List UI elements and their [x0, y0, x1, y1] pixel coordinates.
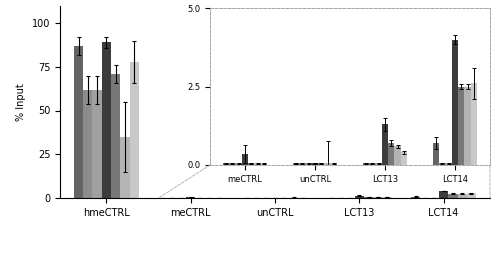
Bar	[331, 163, 337, 165]
Bar	[324, 163, 331, 165]
Bar	[261, 163, 267, 165]
Bar	[92, 89, 102, 198]
Bar	[382, 124, 388, 165]
Bar	[363, 163, 369, 165]
Bar	[458, 87, 464, 165]
Bar	[394, 146, 401, 165]
Bar	[186, 197, 196, 198]
Bar	[376, 163, 382, 165]
Bar	[236, 163, 242, 165]
Bar	[446, 163, 452, 165]
Bar	[401, 152, 407, 165]
Bar	[83, 89, 92, 198]
Bar	[299, 163, 306, 165]
Bar	[254, 163, 261, 165]
Bar	[364, 197, 373, 198]
Bar	[111, 74, 120, 198]
Bar	[433, 143, 440, 165]
Bar	[373, 197, 382, 198]
Bar	[464, 87, 471, 165]
Bar	[458, 194, 467, 198]
Y-axis label: % Input: % Input	[16, 83, 26, 121]
Bar	[439, 191, 448, 198]
Bar	[318, 163, 324, 165]
Bar	[306, 163, 312, 165]
Bar	[448, 194, 458, 198]
Bar	[411, 197, 420, 198]
Bar	[74, 46, 83, 198]
Bar	[471, 84, 477, 165]
Bar	[102, 42, 111, 198]
Bar	[229, 163, 235, 165]
Bar	[369, 163, 376, 165]
Bar	[452, 40, 458, 165]
Bar	[440, 163, 446, 165]
Bar	[223, 163, 229, 165]
Bar	[242, 154, 248, 165]
Bar	[388, 143, 394, 165]
Bar	[248, 163, 254, 165]
Bar	[293, 163, 299, 165]
Bar	[312, 163, 318, 165]
Bar	[467, 193, 476, 198]
Bar	[354, 196, 364, 198]
Bar	[120, 137, 130, 198]
Bar	[382, 197, 392, 198]
Bar	[130, 62, 139, 198]
Legend: HCA-7, HCT116, RKO, CaCo-2, SW480, SW620, T47D: HCA-7, HCT116, RKO, CaCo-2, SW480, SW620…	[101, 271, 380, 275]
